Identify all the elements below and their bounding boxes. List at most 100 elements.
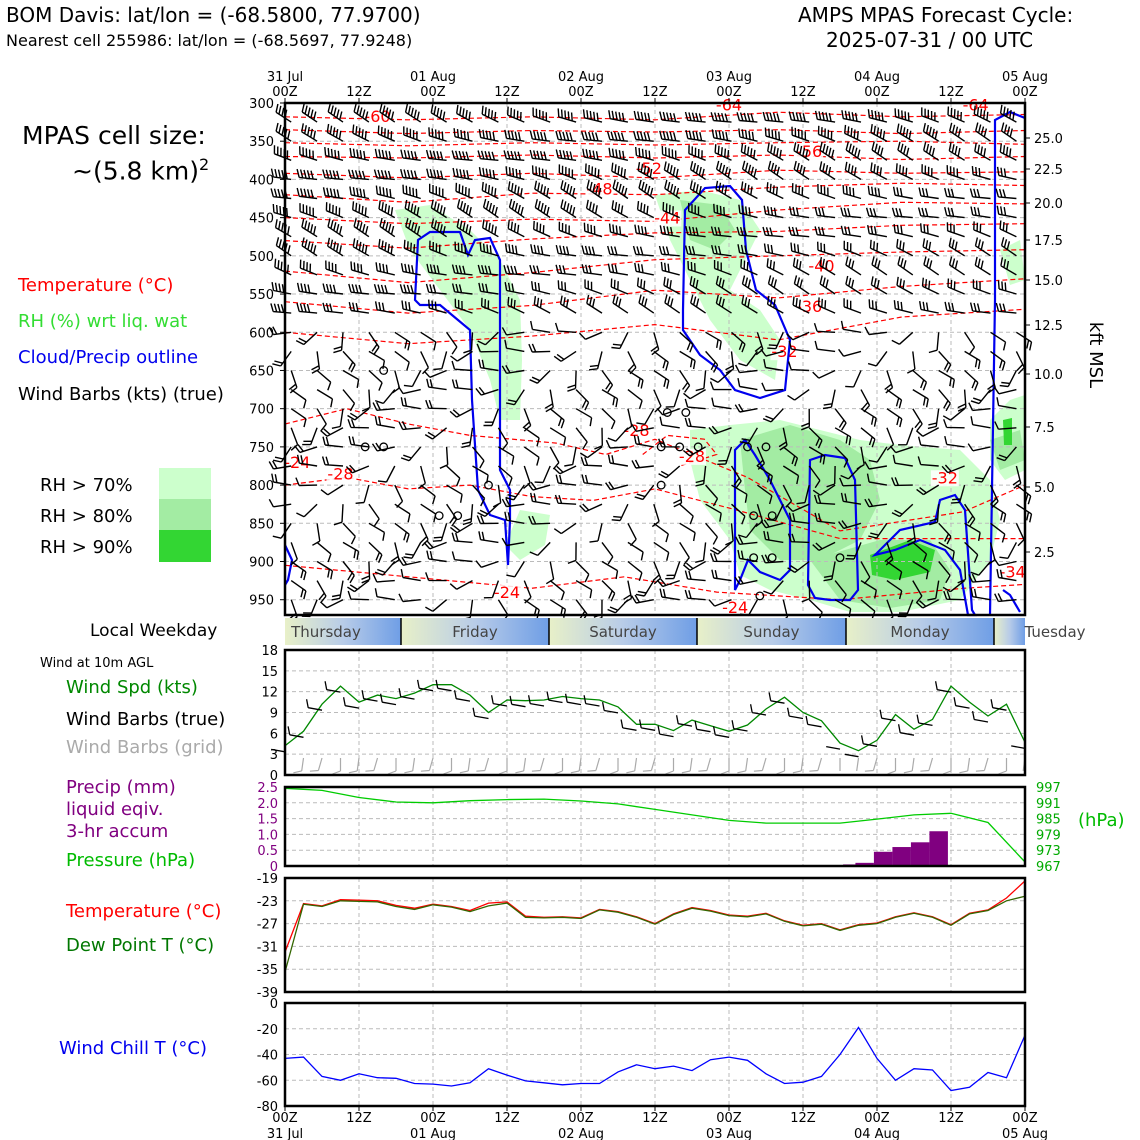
wind-barb-647 xyxy=(501,537,525,547)
wind-barb-206 xyxy=(352,238,370,257)
wind-barb-605 xyxy=(929,504,940,526)
weekday-cell-4 xyxy=(846,618,994,645)
wind-barb-126 xyxy=(534,180,551,200)
wind-barb-463 xyxy=(996,397,1017,410)
wind-barb-611 xyxy=(342,522,356,545)
wind-barb-132 xyxy=(689,180,706,200)
grid-wind-barb-19 xyxy=(626,757,638,774)
wind-barb-274 xyxy=(610,278,629,295)
wind-barb-287 xyxy=(947,278,965,295)
wind-barb-535 xyxy=(607,454,629,467)
wind-barb-245 xyxy=(607,263,629,276)
wind-barb-205 xyxy=(327,237,344,257)
top-hour-label-4: 00Z xyxy=(568,85,594,100)
wind-barb-383 xyxy=(423,369,447,378)
wind-barb-58 xyxy=(273,145,292,161)
wind-barb-84 xyxy=(948,142,965,161)
wind-barb-519 xyxy=(944,435,965,448)
wind-barb-622 xyxy=(627,522,637,547)
temperature-contour-label-10: -28 xyxy=(623,421,649,440)
wind-barb-558 xyxy=(471,484,486,507)
wind-barb-681 xyxy=(652,561,662,585)
wind-barb-382 xyxy=(403,370,422,388)
wind-barb-630 xyxy=(814,512,836,524)
wind-barb-169 xyxy=(891,207,913,219)
wind-barb-496 xyxy=(348,435,369,448)
wind-barb-646 xyxy=(478,531,499,544)
surface-wind-barb-17 xyxy=(583,695,600,707)
weekday-cell-0 xyxy=(285,618,401,645)
wind-barb-532 xyxy=(534,465,551,484)
wind-barb-660 xyxy=(845,542,862,560)
wind-barb-468 xyxy=(374,416,395,429)
wind-barb-40 xyxy=(555,130,577,142)
wind-barb-1 xyxy=(301,103,318,123)
wind-barb-194 xyxy=(788,226,810,238)
wind-barb-279 xyxy=(741,275,758,295)
wind-barb-102 xyxy=(663,161,681,180)
wind-barb-751 xyxy=(943,590,965,601)
temperature-contour-label-17: -34 xyxy=(1000,562,1026,581)
forecast-cycle-date: 2025-07-31 / 00 UTC xyxy=(826,28,1034,52)
calm-circle-18 xyxy=(767,553,777,563)
wind-barb-267 xyxy=(425,283,447,295)
wind-barb-164 xyxy=(763,205,784,219)
wind-barb-171 xyxy=(944,207,965,219)
calm-circle-1 xyxy=(360,442,370,452)
legend-wind-barbs: Wind Barbs (kts) (true) xyxy=(18,384,224,405)
wind-barb-122 xyxy=(429,183,447,200)
wind-barb-135 xyxy=(766,182,784,200)
grid-wind-barb-7 xyxy=(404,757,416,774)
wind-barb-628 xyxy=(760,519,784,529)
wind-barb-659 xyxy=(812,541,836,552)
calm-circle-0 xyxy=(379,366,389,375)
bottom-hour-label-3: 12Z xyxy=(494,1111,520,1126)
wind-ytick-label-6: 18 xyxy=(261,644,278,659)
wind-barb-651 xyxy=(627,541,644,561)
top-date-label-10: 05 Aug xyxy=(1002,70,1048,85)
wind-barb-269 xyxy=(478,282,499,295)
wind-barb-117 xyxy=(296,187,318,200)
wind-barb-54 xyxy=(922,122,940,142)
bottom-date-label-0: 31 Jul xyxy=(267,1127,303,1140)
wind-barb-283 xyxy=(845,275,862,295)
cell-size-text: ~(5.8 km) xyxy=(72,156,199,186)
wind-barb-159 xyxy=(636,201,655,219)
temperature-contour-label-2: -64 xyxy=(963,95,989,114)
cloud-outline-5 xyxy=(988,110,1026,616)
wind-barb-713 xyxy=(711,569,732,582)
wind-barb-259 xyxy=(974,256,991,276)
wind-barb-94 xyxy=(452,167,473,181)
temperature-contour-label-5: -48 xyxy=(586,179,612,198)
wind-barb-514 xyxy=(834,446,849,468)
wind-barb-315 xyxy=(919,300,939,314)
wind-barb-202 xyxy=(999,220,1017,238)
wind-barb-657 xyxy=(763,530,784,544)
cloud-outline-1 xyxy=(681,184,792,400)
wind-barb-431 xyxy=(938,389,951,412)
wind-barb-101 xyxy=(637,161,655,181)
wind-barb-441 xyxy=(425,399,447,410)
wind-barb-75 xyxy=(714,144,732,161)
calm-circle-11 xyxy=(743,442,752,452)
wind-barb-575 xyxy=(891,477,913,487)
wind-barb-323 xyxy=(394,331,411,351)
wind-barb-359 xyxy=(553,350,577,362)
temperature-contour-11 xyxy=(284,408,1026,532)
calm-circle-4 xyxy=(434,511,444,521)
grid-wind-barb-21 xyxy=(665,758,675,775)
wind-barb-571 xyxy=(796,484,810,505)
wind-barb-479 xyxy=(659,416,680,429)
wind-barb-365 xyxy=(725,351,735,374)
wind-barb-33 xyxy=(377,125,396,142)
rh80-region-3 xyxy=(990,430,1025,470)
temperature-contour-label-6: -44 xyxy=(654,208,680,227)
wind-barb-717 xyxy=(834,580,847,603)
cell-size-value: ~(5.8 km)2 xyxy=(72,155,209,185)
pressure-tick-label-900: 900 xyxy=(249,556,274,571)
wind-barb-678 xyxy=(575,561,590,583)
wind-barb-437 xyxy=(331,408,344,429)
wind-barb-115 xyxy=(996,166,1017,181)
wind-barb-690 xyxy=(886,560,903,581)
